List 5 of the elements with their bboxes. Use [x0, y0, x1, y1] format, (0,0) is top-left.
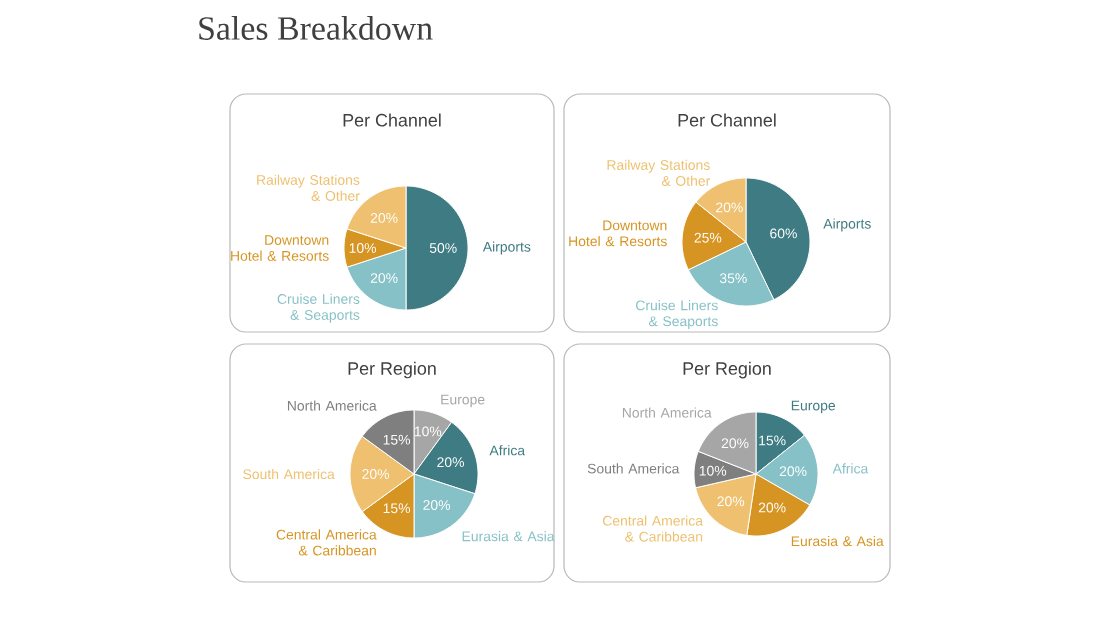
- chart-title: Per Channel: [343, 113, 441, 127]
- chart-title: Per Region: [348, 361, 436, 379]
- text: Sales Breakdown: [199, 16, 433, 40]
- chart-title: Per Region: [683, 361, 771, 379]
- chart-title: Per Channel: [678, 113, 776, 127]
